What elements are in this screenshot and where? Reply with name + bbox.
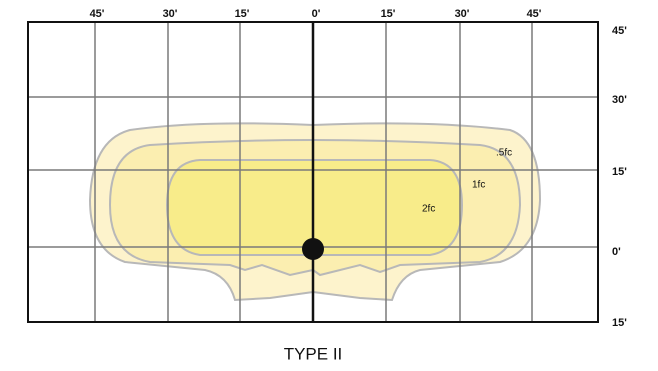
top-label: 15' bbox=[235, 8, 250, 20]
top-label: 45' bbox=[527, 8, 542, 20]
right-label: 15' bbox=[612, 166, 627, 178]
right-label: 30' bbox=[612, 94, 627, 106]
contour-label: 2fc bbox=[422, 204, 435, 215]
top-label: 45' bbox=[90, 8, 105, 20]
top-label: 30' bbox=[455, 8, 470, 20]
top-label: 0' bbox=[312, 8, 321, 20]
contour-label: .5fc bbox=[496, 148, 512, 159]
contour-label: 1fc bbox=[472, 180, 485, 191]
right-label: 45' bbox=[612, 25, 627, 37]
right-label: 0' bbox=[612, 246, 621, 258]
top-label: 30' bbox=[163, 8, 178, 20]
fixture-position bbox=[302, 238, 324, 260]
caption: TYPE II bbox=[284, 344, 343, 363]
right-label: 15' bbox=[612, 317, 627, 329]
top-label: 15' bbox=[381, 8, 396, 20]
